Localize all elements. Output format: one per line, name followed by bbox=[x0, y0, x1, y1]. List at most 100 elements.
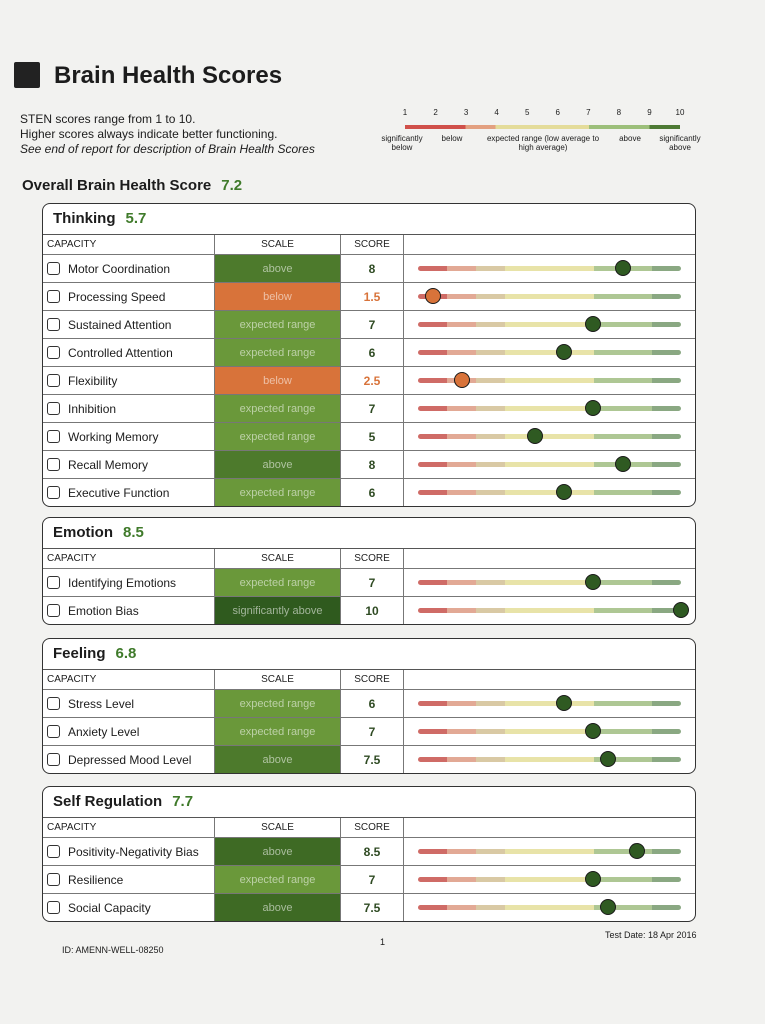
score: 8 bbox=[341, 451, 404, 478]
slider-track bbox=[418, 849, 681, 854]
score: 7 bbox=[341, 718, 404, 745]
slider bbox=[404, 311, 695, 338]
slider-track bbox=[418, 462, 681, 467]
section-score: 5.7 bbox=[125, 210, 147, 227]
row: Sustained Attention expected range 7 bbox=[43, 311, 695, 339]
header-capacity: CAPACITY bbox=[43, 818, 215, 837]
score: 8 bbox=[341, 255, 404, 282]
score: 6 bbox=[341, 339, 404, 366]
capacity: Executive Function bbox=[68, 485, 170, 500]
slider bbox=[404, 746, 695, 773]
scale: above bbox=[215, 894, 341, 921]
score-dot bbox=[585, 316, 602, 332]
icon bbox=[47, 697, 60, 710]
capacity-cell: Executive Function bbox=[43, 479, 215, 506]
row: Depressed Mood Level above 7.5 bbox=[43, 746, 695, 773]
row: Controlled Attention expected range 6 bbox=[43, 339, 695, 367]
page-number: 1 bbox=[380, 937, 386, 947]
section-name: Feeling bbox=[53, 645, 106, 662]
capacity: Stress Level bbox=[68, 696, 135, 711]
slider bbox=[404, 479, 695, 506]
score: 10 bbox=[341, 597, 404, 624]
section: Feeling 6.8 CAPACITY SCALE SCORE Stress Level… bbox=[42, 638, 696, 774]
score-dot bbox=[424, 288, 441, 304]
header-row: CAPACITY SCALE SCORE bbox=[43, 549, 695, 569]
legend-bar bbox=[405, 125, 680, 129]
row: Flexibility below 2.5 bbox=[43, 367, 695, 395]
score-dot bbox=[585, 574, 602, 590]
header-slider bbox=[404, 670, 695, 689]
capacity: Processing Speed bbox=[68, 289, 166, 304]
row: Working Memory expected range 5 bbox=[43, 423, 695, 451]
capacity-cell: Controlled Attention bbox=[43, 339, 215, 366]
scale: significantly above bbox=[215, 597, 341, 624]
score: 7.5 bbox=[341, 894, 404, 921]
slider-track bbox=[418, 490, 681, 495]
header-capacity: CAPACITY bbox=[43, 235, 215, 254]
section-name: Self Regulation bbox=[53, 793, 163, 810]
header-slider bbox=[404, 549, 695, 568]
row: Stress Level expected range 6 bbox=[43, 690, 695, 718]
row: Motor Coordination above 8 bbox=[43, 255, 695, 283]
slider bbox=[404, 866, 695, 893]
slider bbox=[404, 339, 695, 366]
scale: above bbox=[215, 255, 341, 282]
icon bbox=[47, 873, 60, 886]
section-name: Emotion bbox=[53, 524, 113, 541]
icon bbox=[47, 604, 60, 617]
icon bbox=[47, 402, 60, 415]
capacity-cell: Identifying Emotions bbox=[43, 569, 215, 596]
score: 5 bbox=[341, 423, 404, 450]
slider bbox=[404, 283, 695, 310]
slider bbox=[404, 255, 695, 282]
legend: 1 2 3 4 5 6 7 8 9 10 significantly below below expec… bbox=[380, 108, 705, 163]
icon bbox=[47, 753, 60, 766]
row: Anxiety Level expected range 7 bbox=[43, 718, 695, 746]
section-score: 8.5 bbox=[123, 524, 144, 541]
score: 7 bbox=[341, 866, 404, 893]
icon bbox=[47, 576, 60, 589]
score: 7 bbox=[341, 569, 404, 596]
row: Social Capacity above 7.5 bbox=[43, 894, 695, 921]
section: Thinking 5.7 CAPACITY SCALE SCORE Motor Coord… bbox=[42, 203, 696, 507]
header-score: SCORE bbox=[341, 235, 404, 254]
slider-track bbox=[418, 877, 681, 882]
legend-band: expected range (low average to high aver… bbox=[486, 134, 600, 152]
score-dot bbox=[614, 456, 631, 472]
row: Identifying Emotions expected range 7 bbox=[43, 569, 695, 597]
header-slider bbox=[404, 235, 695, 254]
header-slider bbox=[404, 818, 695, 837]
capacity: Motor Coordination bbox=[68, 261, 171, 276]
header-capacity: CAPACITY bbox=[43, 549, 215, 568]
header-score: SCORE bbox=[341, 818, 404, 837]
slider-track bbox=[418, 757, 681, 762]
score-dot bbox=[673, 602, 689, 618]
row: Emotion Bias significantly above 10 bbox=[43, 597, 695, 624]
scale: expected range bbox=[215, 690, 341, 717]
capacity-cell: Flexibility bbox=[43, 367, 215, 394]
note: Higher scores always indicate better fun… bbox=[20, 127, 278, 141]
capacity: Identifying Emotions bbox=[68, 575, 177, 590]
header-scale: SCALE bbox=[215, 235, 341, 254]
legend-band: significantly above bbox=[659, 134, 701, 152]
slider bbox=[404, 423, 695, 450]
slider bbox=[404, 597, 695, 624]
capacity: Anxiety Level bbox=[68, 724, 140, 739]
scale: above bbox=[215, 451, 341, 478]
icon bbox=[47, 486, 60, 499]
header-row: CAPACITY SCALE SCORE bbox=[43, 235, 695, 255]
capacity-cell: Depressed Mood Level bbox=[43, 746, 215, 773]
title: Brain Health Scores bbox=[54, 62, 283, 89]
legend-tick: 3 bbox=[463, 108, 469, 117]
section-name: Thinking bbox=[53, 210, 116, 227]
header-score: SCORE bbox=[341, 670, 404, 689]
score: 7 bbox=[341, 311, 404, 338]
score-dot bbox=[453, 372, 470, 388]
capacity-cell: Stress Level bbox=[43, 690, 215, 717]
icon bbox=[47, 262, 60, 275]
scale: below bbox=[215, 367, 341, 394]
score: 1.5 bbox=[341, 283, 404, 310]
legend-tick: 2 bbox=[433, 108, 438, 117]
header-score: SCORE bbox=[341, 549, 404, 568]
